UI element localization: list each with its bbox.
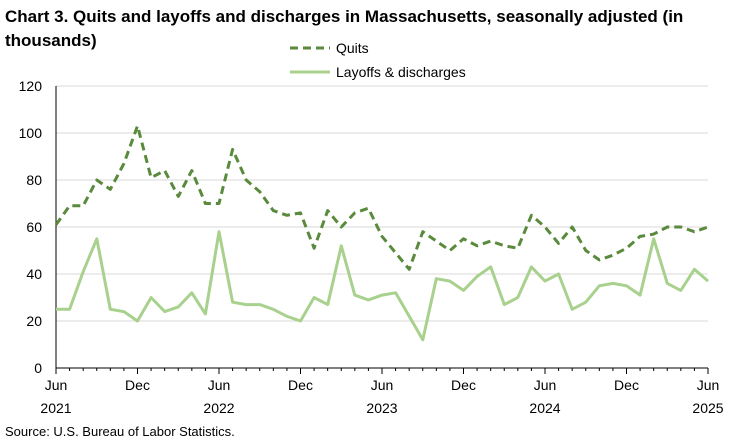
y-tick-label: 0 (34, 360, 42, 376)
source-note: Source: U.S. Bureau of Labor Statistics. (5, 424, 235, 439)
x-tick-year: 2025 (692, 400, 723, 416)
chart-title: Chart 3. Quits and layoffs and discharge… (5, 7, 684, 50)
y-tick-label: 120 (19, 78, 43, 94)
x-tick-month: Jun (697, 377, 720, 393)
legend: Quits Layoffs & discharges (290, 40, 466, 80)
legend-label: Layoffs & discharges (336, 64, 466, 80)
y-tick-label: 100 (19, 125, 43, 141)
y-tick-label: 80 (26, 172, 42, 188)
x-tick-month: Dec (288, 377, 313, 393)
x-tick-month: Jun (208, 377, 231, 393)
series-lines (54, 124, 709, 342)
axes (55, 86, 709, 374)
legend-label: Quits (336, 40, 369, 56)
x-tick-year: 2022 (203, 400, 234, 416)
y-gridlines (56, 85, 708, 322)
x-axis-ticks: Jun 2021 Dec Jun 2022 Dec Jun 2023 Dec Jun 2024 Dec… (40, 377, 723, 416)
y-axis-ticks: 0 20 40 60 80 100 120 (19, 78, 43, 376)
x-tick-month: Dec (451, 377, 476, 393)
x-tick-month: Dec (125, 377, 150, 393)
series-line-layoffs-discharges (56, 230, 709, 342)
x-tick-year: 2023 (366, 400, 397, 416)
line-chart: 0 20 40 60 80 100 120 Jun 2021 Dec Jun 2022 Dec Jun 2… (19, 40, 724, 416)
y-tick-label: 20 (26, 313, 42, 329)
x-tick-year: 2024 (529, 400, 560, 416)
x-tick-year: 2021 (40, 400, 71, 416)
x-tick-month: Jun (371, 377, 394, 393)
y-tick-label: 40 (26, 266, 42, 282)
x-tick-month: Dec (614, 377, 639, 393)
series-line-quits (54, 124, 709, 271)
x-tick-month: Jun (534, 377, 557, 393)
y-tick-label: 60 (26, 219, 42, 235)
x-tick-month: Jun (45, 377, 68, 393)
